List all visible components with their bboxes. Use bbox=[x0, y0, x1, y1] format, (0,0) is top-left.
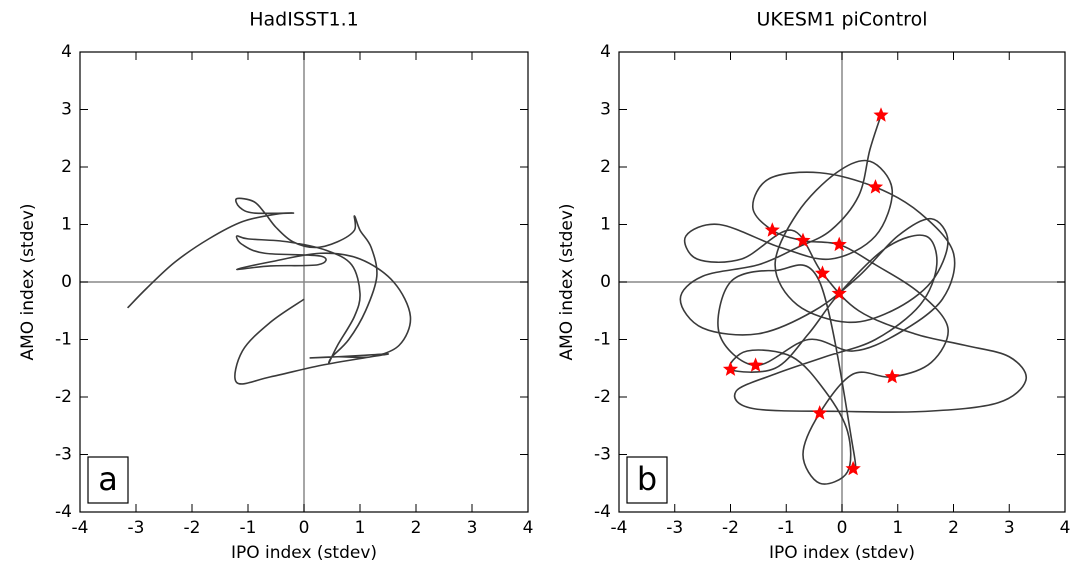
star-marker bbox=[812, 405, 828, 420]
x-tick-label: 0 bbox=[299, 518, 310, 538]
x-tick-label: -1 bbox=[778, 518, 795, 538]
y-tick-label: -4 bbox=[594, 502, 611, 522]
star-marker bbox=[884, 368, 900, 384]
x-tick-label: 0 bbox=[837, 518, 848, 538]
chart-title: UKESM1 piControl bbox=[757, 9, 928, 31]
x-tick-label: -4 bbox=[72, 518, 89, 538]
x-tick-label: -3 bbox=[666, 518, 683, 538]
star-marker bbox=[764, 222, 780, 237]
y-tick-label: 1 bbox=[61, 215, 72, 235]
x-tick-label: -4 bbox=[611, 518, 628, 538]
y-tick-label: 3 bbox=[600, 100, 611, 120]
annotation: a bbox=[98, 460, 118, 498]
y-tick-label: -4 bbox=[55, 502, 72, 522]
x-tick-label: 1 bbox=[355, 518, 366, 538]
y-axis-label: AMO index (stdev) bbox=[557, 203, 577, 360]
annotation-box bbox=[626, 456, 668, 504]
trajectory bbox=[127, 197, 412, 385]
y-tick-label: -2 bbox=[55, 387, 72, 407]
y-tick-label: -2 bbox=[594, 387, 611, 407]
star-marker bbox=[722, 361, 739, 376]
star-marker bbox=[845, 460, 861, 476]
y-tick-label: 2 bbox=[61, 157, 72, 177]
x-tick-label: 1 bbox=[892, 518, 903, 538]
x-tick-label: 2 bbox=[411, 518, 422, 538]
annotation: b bbox=[637, 460, 657, 498]
x-tick-label: 3 bbox=[467, 518, 478, 538]
y-tick-label: 4 bbox=[600, 42, 611, 62]
y-axis-label: AMO index (stdev) bbox=[18, 203, 38, 360]
y-tick-label: 1 bbox=[600, 215, 611, 235]
x-tick-label: -2 bbox=[184, 518, 201, 538]
star-marker bbox=[814, 265, 831, 280]
star-marker bbox=[867, 179, 884, 194]
plot-frame bbox=[79, 51, 529, 513]
star-marker bbox=[831, 285, 847, 300]
y-tick-label: -3 bbox=[594, 445, 611, 465]
star-marker bbox=[831, 236, 847, 252]
star-marker bbox=[748, 357, 764, 372]
y-tick-label: 0 bbox=[600, 272, 611, 292]
plot-frame bbox=[618, 51, 1066, 513]
x-tick-label: -1 bbox=[240, 518, 257, 538]
x-axis-label: IPO index (stdev) bbox=[769, 543, 915, 563]
x-axis-label: IPO index (stdev) bbox=[231, 543, 377, 563]
x-tick-label: 4 bbox=[523, 518, 534, 538]
y-tick-label: 4 bbox=[61, 42, 72, 62]
trajectory bbox=[679, 115, 1028, 485]
y-tick-label: 2 bbox=[600, 157, 611, 177]
chart-title: HadISST1.1 bbox=[249, 9, 359, 31]
annotation-box bbox=[87, 456, 129, 504]
x-tick-label: 3 bbox=[1004, 518, 1015, 538]
star-marker bbox=[873, 107, 889, 122]
y-tick-label: -3 bbox=[55, 445, 72, 465]
y-tick-label: 3 bbox=[61, 100, 72, 120]
y-tick-label: -1 bbox=[55, 330, 72, 350]
y-tick-label: 0 bbox=[61, 272, 72, 292]
x-tick-label: -3 bbox=[128, 518, 145, 538]
y-tick-label: -1 bbox=[594, 330, 611, 350]
star-marker bbox=[795, 232, 811, 248]
x-tick-label: 4 bbox=[1060, 518, 1071, 538]
x-tick-label: 2 bbox=[948, 518, 959, 538]
x-tick-label: -2 bbox=[722, 518, 739, 538]
